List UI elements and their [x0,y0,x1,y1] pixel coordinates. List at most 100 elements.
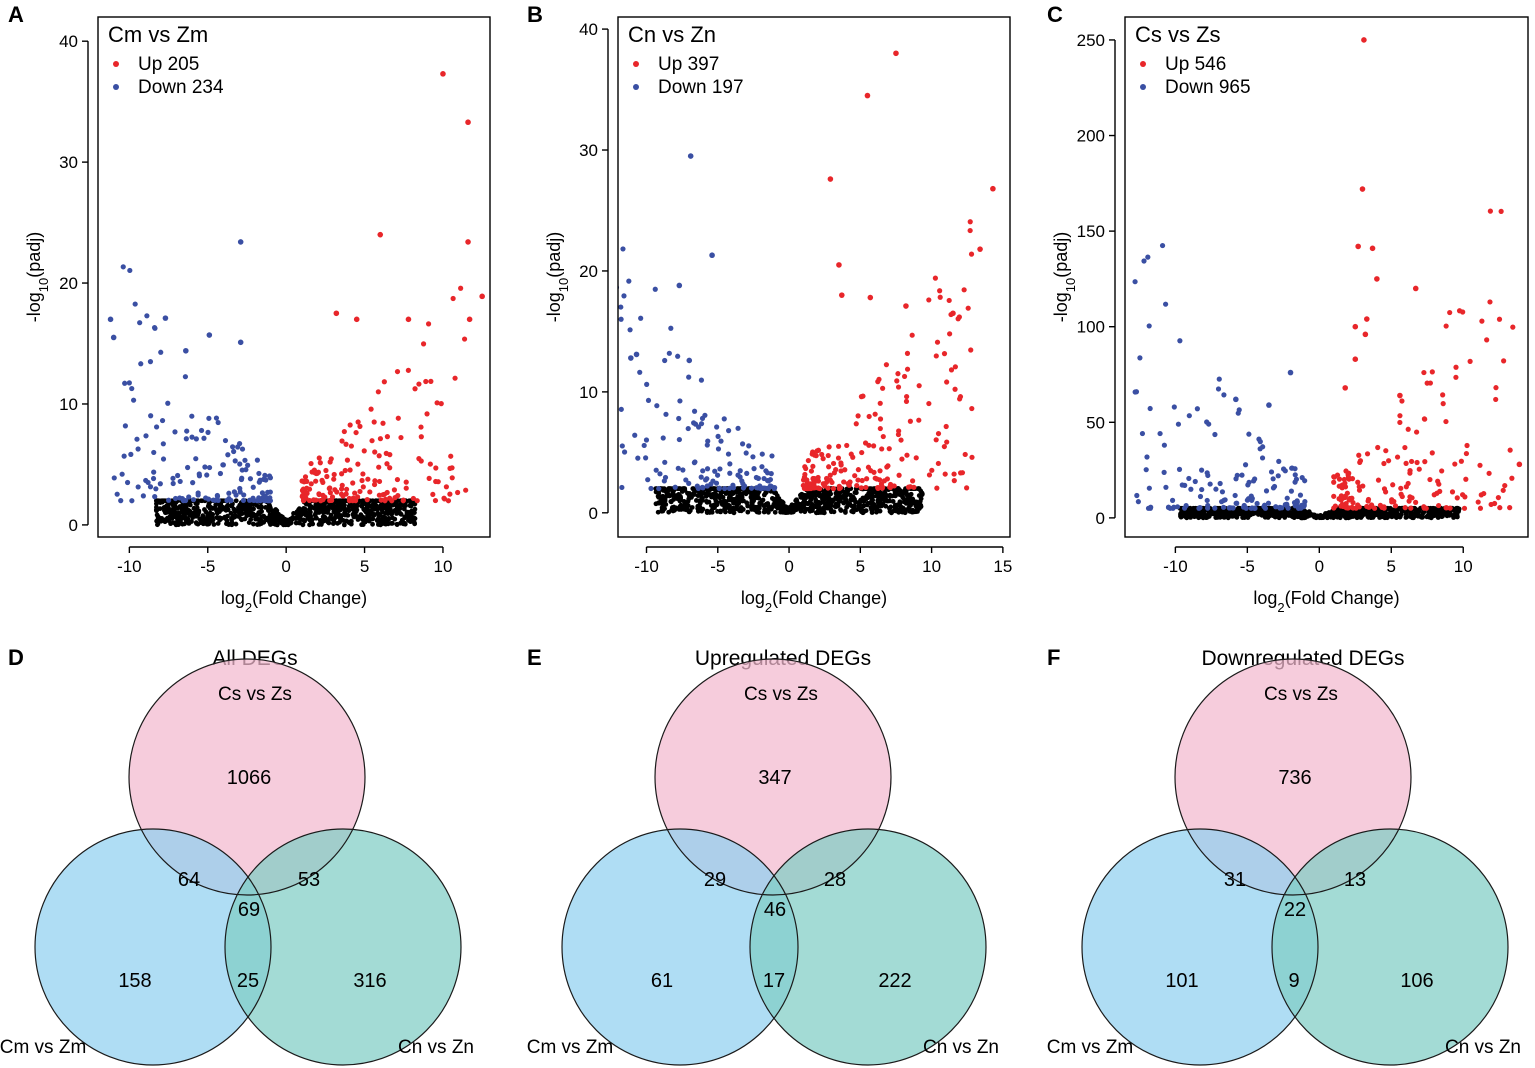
point-up-outlier [479,293,485,300]
point-down [715,433,721,439]
point-up-outlier [1412,285,1419,292]
point-ns [826,495,832,501]
panel-letter-b: B [527,2,543,27]
point-down [1242,462,1249,468]
point-ns [333,513,339,519]
point-down [726,428,732,434]
point-up [1383,448,1389,454]
point-ns [1428,506,1434,512]
point-down [1147,405,1153,412]
point-down [206,464,213,471]
point-up-outlier [333,310,340,317]
point-ns [366,515,372,521]
x-axis-label: log2(Fold Change) [741,588,887,615]
region-count-all: 22 [1284,899,1306,921]
point-down-outlier [676,282,683,289]
point-ns [697,500,703,506]
point-down [119,471,125,477]
point-down [1205,502,1211,509]
point-up [392,495,398,501]
point-up [387,465,393,471]
point-down [1157,430,1163,437]
point-up [450,295,456,302]
point-ns [385,511,391,516]
x-tick-label: -10 [117,557,142,576]
point-down [1139,430,1146,437]
point-up-outlier [1397,392,1403,399]
point-up [372,449,378,455]
point-down [127,267,133,274]
point-ns [847,502,853,508]
point-down [1161,442,1167,448]
point-up [400,497,406,503]
point-ns [749,495,755,501]
point-down [1273,504,1279,510]
point-up [879,484,886,490]
point-up [416,381,422,387]
point-down [618,304,624,310]
point-down [1217,480,1223,487]
point-up [1356,484,1362,490]
point-down [184,428,190,434]
point-ns [725,504,731,510]
point-up [327,497,333,504]
panel-letter-e: E [527,645,542,670]
point-up [875,379,881,385]
point-ns [402,515,408,521]
point-up [398,434,404,441]
point-ns [370,502,376,508]
point-down-outlier [628,355,634,361]
point-ns [386,502,392,508]
point-up [1421,416,1428,422]
point-ns [341,522,347,528]
point-down [626,278,632,284]
point-ns [835,503,841,509]
point-up [320,497,326,503]
point-up [416,456,422,462]
point-down [150,475,157,482]
point-ns [229,522,235,528]
point-down [740,481,746,487]
point-down [239,446,246,452]
scatter-points [618,50,996,516]
point-down [147,484,154,490]
point-ns [870,505,876,511]
point-up [438,401,444,407]
point-up [884,476,891,482]
point-ns [683,506,689,512]
point-up [338,486,345,492]
point-up [1429,450,1435,456]
point-ns [191,510,196,516]
point-down [1291,500,1298,506]
point-up-outlier [977,246,983,252]
point-ns [190,515,196,520]
point-down [267,475,274,481]
point-up-outlier [1352,356,1359,363]
point-up [1443,418,1449,425]
set-cm-circle [1082,829,1318,1065]
point-down [1219,489,1226,495]
point-ns [812,503,818,509]
point-up [1408,458,1415,465]
region-count-all: 46 [764,899,786,921]
point-ns [183,517,189,523]
point-up [1390,482,1396,488]
point-down [245,462,251,468]
point-down [183,436,189,442]
point-ns [802,509,808,515]
point-down [768,471,774,477]
point-down [201,435,207,441]
point-up [943,423,949,430]
point-ns [1432,506,1438,511]
point-up [877,477,883,483]
point-ns [1337,515,1343,521]
point-ns [250,511,256,517]
point-ns [219,506,225,512]
point-down [137,320,143,326]
point-up [316,455,322,461]
point-down [159,417,166,424]
point-up [904,366,911,372]
point-ns [808,490,814,496]
point-down [213,415,220,421]
